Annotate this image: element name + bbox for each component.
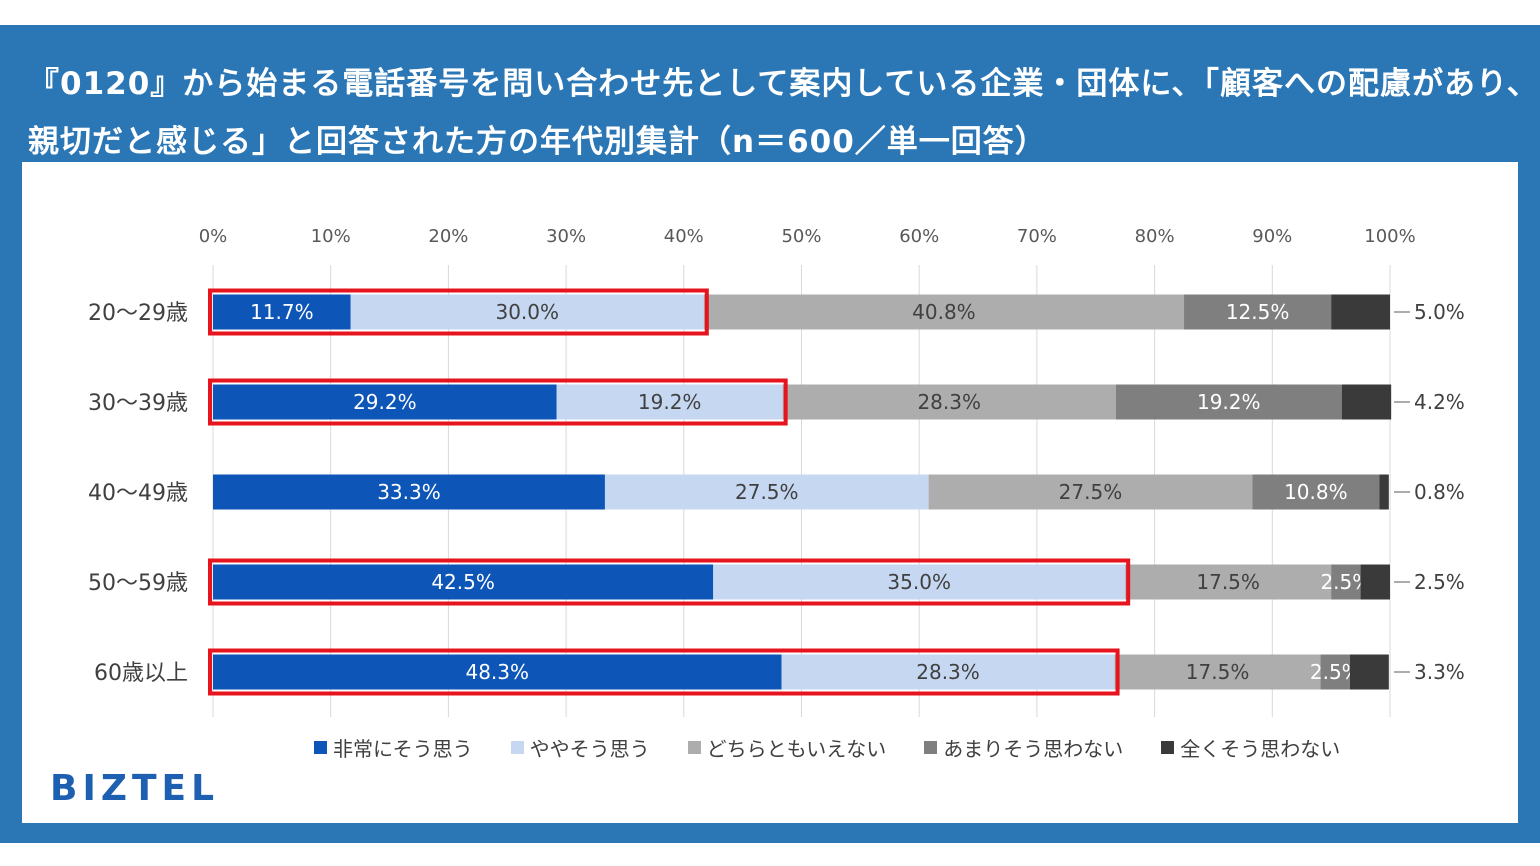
bar-segment (350, 294, 704, 330)
legend-label: 非常にそう思う (333, 736, 473, 761)
x-tick-label: 30% (546, 226, 586, 247)
bar-segment (213, 384, 557, 420)
x-tick-label: 0% (199, 226, 228, 247)
category-label: 60歳以上 (94, 661, 188, 686)
bar-segment (213, 474, 605, 510)
bar-segment (1341, 384, 1392, 420)
chart-title: 『0120』から始まる電話番号を問い合わせ先として案内している企業・団体に、「顧… (28, 55, 1539, 171)
data-label: 17.5% (1196, 570, 1260, 594)
legend-swatch (314, 740, 327, 754)
legend-swatch (510, 740, 524, 754)
category-label: 20〜29歳 (88, 301, 188, 326)
legend-item: 非常にそう思う (314, 733, 473, 762)
bar-segment (1360, 564, 1390, 600)
chart-panel: 0% 10% 20% 30% 40% 50% 60% 70% 80% 90% 100% 20〜29歳 1… (22, 162, 1518, 823)
highlight-box (208, 288, 709, 336)
data-label: 19.2% (1197, 390, 1261, 414)
biztel-logo: BIZTEL (50, 768, 220, 809)
category-label: 30〜39歳 (88, 391, 188, 416)
data-label: 19.2% (638, 390, 702, 414)
legend-swatch (687, 740, 701, 754)
bar-segment (1125, 564, 1332, 600)
bar-segment (713, 564, 1126, 600)
data-label: 2.5% (1414, 570, 1465, 594)
chart-frame: 『0120』から始まる電話番号を問い合わせ先として案内している企業・団体に、「顧… (0, 25, 1540, 843)
legend-swatch (924, 740, 938, 754)
bar-segment (928, 474, 1253, 510)
data-label: 29.2% (353, 390, 417, 414)
bar-segment (213, 654, 782, 690)
bar-segment (604, 474, 929, 510)
highlight-box (208, 378, 788, 426)
data-label: 12.5% (1226, 300, 1290, 324)
bar-segment (1115, 384, 1342, 420)
legend-label: どちらともいえない (706, 736, 887, 761)
bar-segment (1331, 564, 1361, 600)
x-tick-label: 80% (1135, 226, 1175, 247)
legend-item: どちらともいえない (687, 733, 887, 762)
data-label: 3.3% (1414, 660, 1465, 684)
x-tick-label: 40% (664, 226, 704, 247)
chart-title-line2: 親切だと感じる」と回答された方の年代別集計（n＝600／単一回答） (28, 124, 1047, 160)
data-label: 40.8% (912, 300, 976, 324)
stacked-bar-chart: 0% 10% 20% 30% 40% 50% 60% 70% 80% 90% 100% 20〜29歳 1… (88, 226, 1465, 717)
data-label: 30.0% (495, 300, 559, 324)
data-label: 27.5% (1059, 480, 1123, 504)
chart-title-line1: 『0120』から始まる電話番号を問い合わせ先として案内している企業・団体に、「顧… (28, 66, 1539, 102)
data-label: 28.3% (917, 390, 981, 414)
legend-item: ややそう思う (510, 733, 650, 762)
bar-segment (213, 294, 351, 330)
legend-label: あまりそう思わない (943, 736, 1124, 761)
data-label: 27.5% (735, 480, 799, 504)
bar-segment (556, 384, 783, 420)
highlight-box (208, 558, 1131, 606)
data-label: 42.5% (431, 570, 495, 594)
bar-segment (1252, 474, 1380, 510)
data-label: 4.2% (1414, 390, 1465, 414)
bar-segment (1114, 654, 1321, 690)
bar-segment (1320, 654, 1350, 690)
data-label: 11.7% (250, 300, 314, 324)
legend-swatch (1161, 740, 1175, 754)
bar-segment (1331, 294, 1390, 330)
legend-label: ややそう思う (529, 736, 650, 761)
x-tick-label: 90% (1252, 226, 1292, 247)
legend-item: 全くそう思わない (1161, 733, 1340, 762)
x-tick-label: 50% (781, 226, 821, 247)
highlight-box (208, 648, 1120, 696)
data-label: 28.3% (916, 660, 980, 684)
bar-segment (703, 294, 1185, 330)
bar-segment (781, 654, 1115, 690)
bar-segment (213, 564, 714, 600)
x-tick-label: 10% (311, 226, 351, 247)
x-tick-label: 60% (899, 226, 939, 247)
bar-segment (1379, 474, 1389, 510)
x-tick-label: 20% (428, 226, 468, 247)
data-label: 35.0% (887, 570, 951, 594)
chart-legend: 非常にそう思う ややそう思う どちらともいえない あまりそう思わない 全くそう思わない (314, 732, 1340, 762)
data-label: 48.3% (465, 660, 529, 684)
bar-segment (782, 384, 1116, 420)
category-label: 50〜59歳 (88, 571, 188, 596)
bar-segment (1184, 294, 1332, 330)
data-label: 0.8% (1414, 480, 1465, 504)
data-label: 5.0% (1414, 300, 1465, 324)
category-label: 40〜49歳 (88, 481, 188, 506)
data-label: 17.5% (1186, 660, 1250, 684)
data-label: 10.8% (1284, 480, 1348, 504)
legend-label: 全くそう思わない (1180, 736, 1341, 761)
x-tick-label: 70% (1017, 226, 1057, 247)
x-tick-label: 100% (1364, 226, 1415, 247)
bar-segment (1349, 654, 1389, 690)
legend-item: あまりそう思わない (924, 733, 1123, 762)
data-label: 33.3% (377, 480, 441, 504)
